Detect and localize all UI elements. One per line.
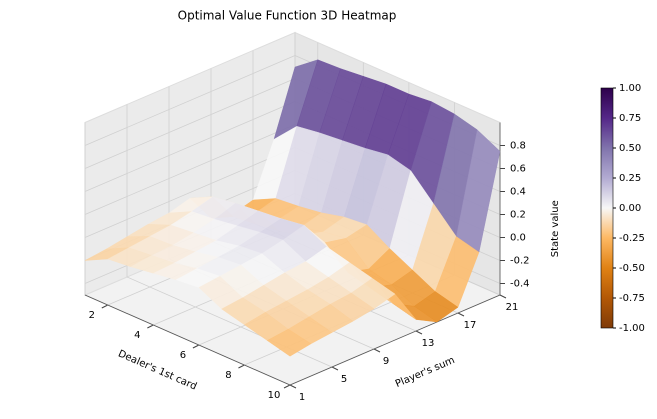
z-tick-label: 0.6 [510,164,526,175]
y-tick-label: 13 [422,338,435,349]
y-tick-label: 5 [341,374,347,385]
x-tick-label: 4 [134,330,140,341]
axis-line [289,294,501,386]
y-tick [457,312,465,317]
grid-line [84,124,296,215]
z-tick-label: 0.4 [510,187,526,198]
y-tick [373,348,381,353]
x-tick-label: 8 [225,370,231,381]
grid-line [126,276,333,368]
grid-line [84,101,296,192]
surface-cell [266,328,312,357]
colorbar-tick-label: -0.75 [619,293,645,304]
axis-line [84,294,291,386]
x-tick [147,324,154,329]
grid-line [84,55,296,146]
colorbar-tick-label: 0.50 [619,143,641,154]
chart-title: Optimal Value Function 3D Heatmap [178,9,397,23]
y-tick-label: 1 [299,392,305,403]
z-axis-label: State value [550,200,561,257]
x-tick-label: 6 [180,350,186,361]
grid-line [84,78,296,169]
colorbar-tick-label: -0.50 [619,263,645,274]
x-tick [238,364,245,369]
y-tick [415,330,423,335]
x-tick-label: 10 [268,390,281,401]
x-tick [101,304,109,309]
y-tick [289,384,297,389]
colorbar-tick-label: -1.00 [619,323,645,334]
x-tick-label: 2 [89,310,95,321]
y-tick [499,294,507,299]
x-tick [192,344,200,349]
z-tick-label: -0.2 [510,256,530,267]
y-tick-label: 9 [383,356,389,367]
z-tick-label: 0.2 [510,210,526,221]
colorbar-tick-label: 1.00 [619,83,641,94]
colorbar-tick-label: -0.25 [619,233,645,244]
colorbar-tick-label: 0.75 [619,113,641,124]
grid-line [84,147,296,238]
y-axis-label: Player's sum [394,355,457,390]
colorbar-tick-label: 0.25 [619,173,641,184]
y-tick [331,366,339,371]
x-tick [283,384,291,389]
z-tick-label: -0.4 [510,279,530,290]
z-tick-label: 0.0 [510,233,526,244]
y-tick-label: 17 [464,320,477,331]
z-tick-label: 0.8 [510,141,526,152]
colorbar-tick-label: 0.00 [619,203,641,214]
colorbar [600,87,614,329]
y-tick-label: 21 [506,302,519,313]
